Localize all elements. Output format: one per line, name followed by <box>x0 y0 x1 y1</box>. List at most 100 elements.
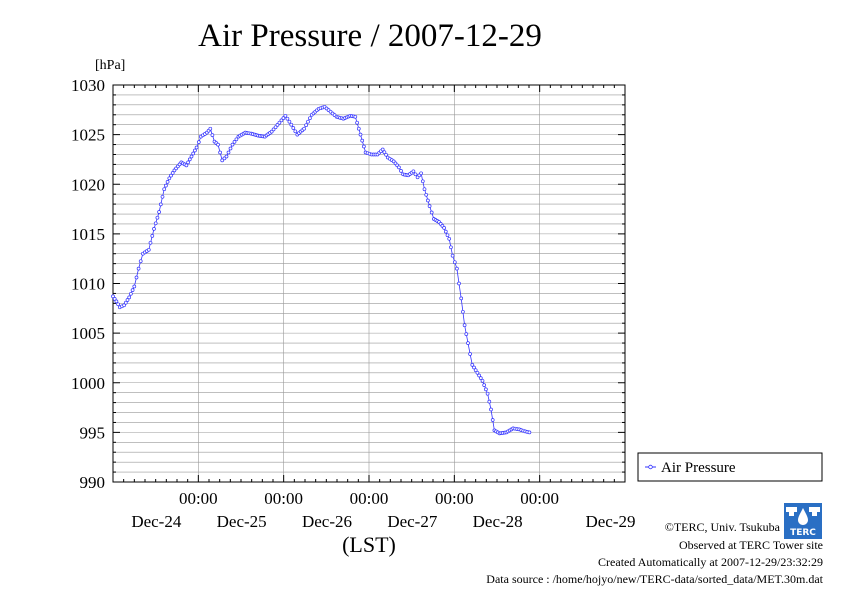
data-point <box>427 204 432 208</box>
data-point <box>271 127 276 132</box>
x-tick-date-label: Dec-26 <box>302 512 352 531</box>
x-tick-labels: 00:00 Dec-24 00:00 Dec-25 00:00 Dec-26 00:00 De… <box>131 489 635 531</box>
data-point <box>148 240 153 245</box>
data-point <box>291 126 296 130</box>
y-axis-unit: [hPa] <box>95 58 125 73</box>
observed-text: Observed at TERC Tower site <box>679 538 823 552</box>
data-point <box>360 138 365 143</box>
y-tick-label: 990 <box>80 473 106 492</box>
data-point <box>304 123 308 128</box>
data-point <box>170 171 175 175</box>
data-point <box>127 295 132 300</box>
data-point <box>490 418 495 422</box>
x-tick-time-label: 00:00 <box>179 489 218 508</box>
data-point <box>459 296 464 301</box>
data-point <box>191 151 196 156</box>
x-tick-time-label: 00:00 <box>435 489 474 508</box>
data-point <box>308 116 312 121</box>
data-point <box>468 352 472 356</box>
data-point <box>489 407 493 412</box>
data-point <box>449 245 453 250</box>
y-tick-label: 995 <box>80 423 106 442</box>
data-point <box>136 266 141 271</box>
data-point <box>165 180 170 184</box>
data-point <box>193 148 197 153</box>
data-point <box>462 323 467 328</box>
data-point <box>279 118 284 123</box>
data-point <box>426 198 430 203</box>
data-point <box>472 365 476 370</box>
data-point <box>194 145 199 150</box>
data-point <box>189 154 194 159</box>
data-point <box>306 119 310 124</box>
data-point <box>382 150 387 155</box>
data-point <box>160 194 165 199</box>
data-point <box>129 291 133 296</box>
data-point <box>484 387 488 392</box>
created-text: Created Automatically at 2007-12-29/23:3… <box>598 555 823 569</box>
data-point <box>289 122 294 127</box>
data-point <box>362 144 366 149</box>
data-point <box>216 142 220 147</box>
y-tick-label: 1000 <box>71 374 105 393</box>
data-point <box>353 114 358 119</box>
x-tick-time-label: 00:00 <box>520 489 559 508</box>
legend-label: Air Pressure <box>661 460 736 476</box>
data-point <box>114 299 119 304</box>
data-point <box>356 126 361 131</box>
data-point <box>445 233 450 238</box>
data-point <box>187 157 192 162</box>
data-point <box>413 172 418 177</box>
data-point <box>302 126 306 131</box>
data-point <box>152 227 156 231</box>
data-point <box>122 303 126 308</box>
data-point <box>269 129 274 134</box>
x-tick-date-label: Dec-25 <box>217 512 267 531</box>
data-point <box>132 284 137 289</box>
data-point <box>466 341 470 345</box>
data-point <box>419 171 423 176</box>
data-point <box>447 236 452 241</box>
data-point <box>275 123 280 127</box>
data-point <box>273 125 278 130</box>
data-point <box>482 383 487 387</box>
data-point <box>285 116 290 121</box>
data-point <box>218 150 222 155</box>
data-point <box>130 288 135 292</box>
data-point <box>125 298 130 302</box>
legend: Air Pressure <box>637 452 823 482</box>
data-point <box>281 116 286 120</box>
data-point <box>450 253 455 258</box>
data-point <box>138 259 143 264</box>
data-point <box>226 150 231 155</box>
y-tick-label: 1025 <box>71 126 105 145</box>
data-point <box>399 169 403 173</box>
data-point <box>228 146 233 151</box>
data-point <box>169 173 173 178</box>
data-point <box>480 378 485 383</box>
source-text: Data source : /home/hojyo/new/TERC-data/… <box>486 572 823 586</box>
data-point <box>452 260 457 265</box>
data-point <box>478 376 483 380</box>
data-point <box>429 210 434 215</box>
data-point <box>461 309 465 314</box>
data-point <box>457 281 461 286</box>
data-point <box>234 137 239 142</box>
x-tick-date-label: Dec-29 <box>585 512 635 531</box>
y-tick-label: 1010 <box>71 275 105 294</box>
y-tick-label: 1020 <box>71 175 105 194</box>
x-tick-time-label: 00:00 <box>350 489 389 508</box>
legend-box <box>637 452 823 482</box>
data-point <box>473 368 478 373</box>
x-tick-date-label: Dec-27 <box>387 512 438 531</box>
x-tick-time-label: 00:00 <box>264 489 303 508</box>
data-point <box>230 142 235 147</box>
data-point <box>355 120 359 125</box>
logo-text: TERC <box>790 528 816 538</box>
y-tick-label: 1005 <box>71 324 105 343</box>
data-point <box>443 229 448 234</box>
y-tick-label: 1015 <box>71 225 105 244</box>
data-point <box>112 297 117 301</box>
data-point <box>153 221 158 226</box>
